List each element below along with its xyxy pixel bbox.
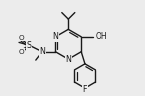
- Text: N: N: [39, 47, 45, 56]
- Text: N: N: [65, 55, 71, 64]
- Text: OH: OH: [95, 32, 107, 41]
- Text: S: S: [27, 41, 32, 50]
- Text: N: N: [52, 32, 58, 41]
- Text: O: O: [19, 35, 25, 41]
- Text: F: F: [83, 85, 87, 94]
- Text: O: O: [19, 49, 25, 55]
